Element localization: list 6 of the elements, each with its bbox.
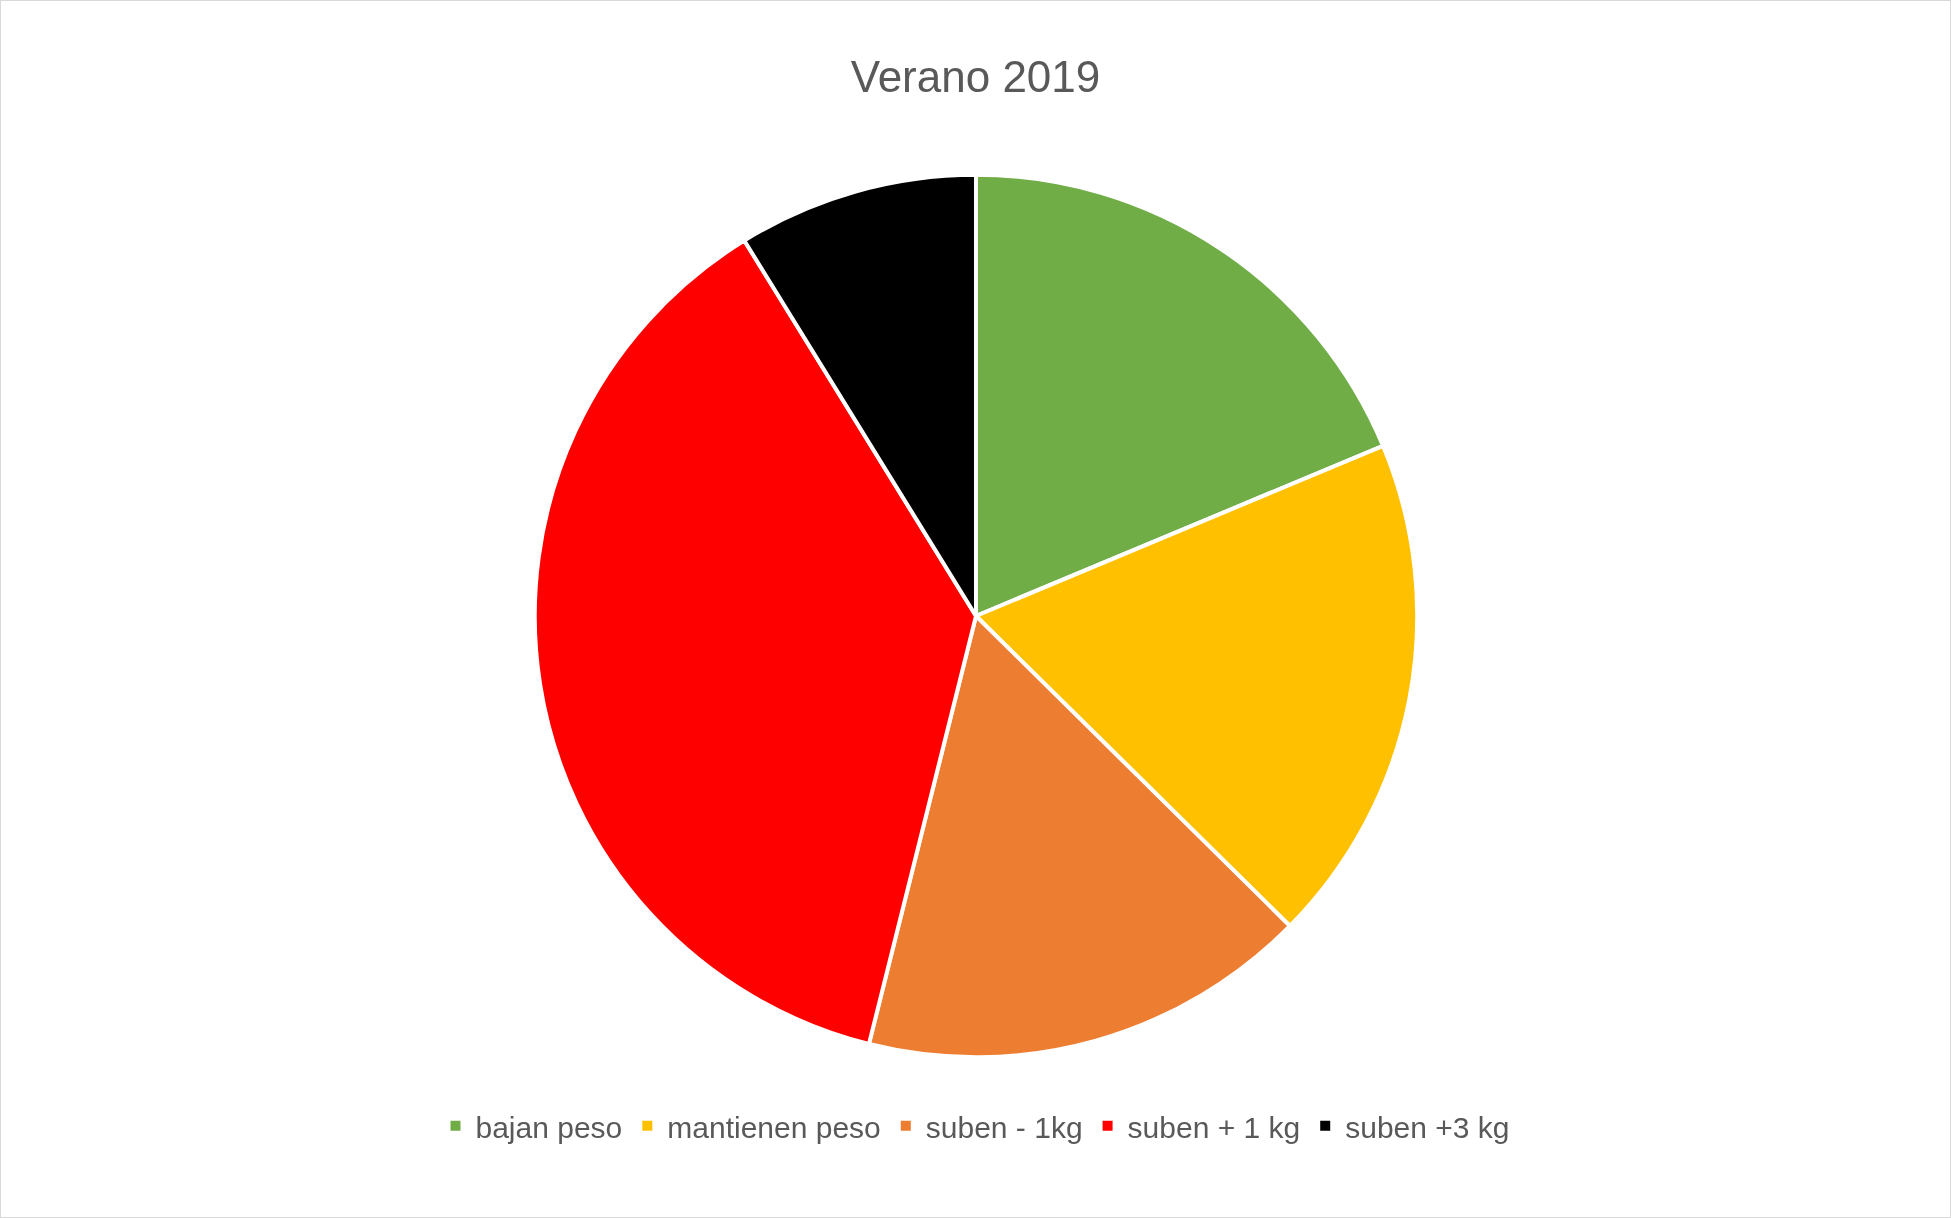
legend-label: bajan peso (475, 1110, 623, 1144)
legend-label: mantienen peso (667, 1110, 881, 1144)
legend-label: suben + 1 kg (1127, 1110, 1301, 1144)
chart-title: Verano 2019 (850, 51, 1101, 101)
legend-label: suben - 1kg (925, 1110, 1083, 1144)
legend-label: suben +3 kg (1345, 1110, 1510, 1144)
